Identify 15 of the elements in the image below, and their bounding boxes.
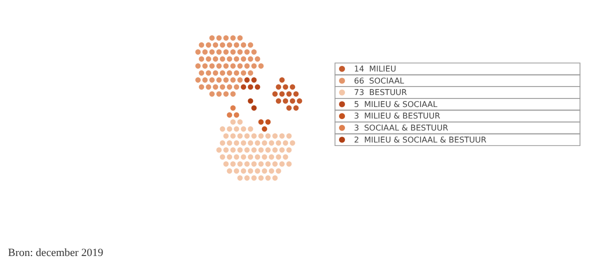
category-label: MILIEU & SOCIAAL & BESTUUR: [364, 135, 487, 144]
data-label: 3: [354, 112, 360, 121]
category-label: MILIEU: [369, 64, 396, 74]
text: Bron: december 2019: [8, 247, 104, 259]
data-label: 5: [354, 100, 360, 109]
data-label: 66: [354, 76, 364, 86]
data-label: 14: [354, 64, 364, 74]
data-label: 2: [354, 135, 360, 144]
category-label: MILIEU & BESTUUR: [364, 112, 441, 121]
category-label: SOCIAAL & BESTUUR: [364, 123, 449, 132]
category-label: SOCIAAL: [369, 76, 405, 86]
data-label: 3: [354, 123, 360, 132]
category-label: BESTUUR: [369, 88, 408, 98]
category-label: MILIEU & SOCIAAL: [364, 100, 438, 109]
data-label: 73: [354, 88, 364, 98]
